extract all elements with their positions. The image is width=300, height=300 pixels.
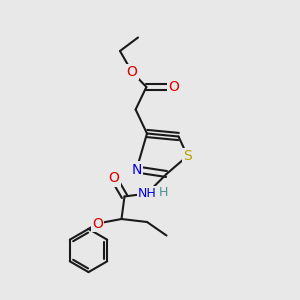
Text: S: S [183,149,192,163]
Text: H: H [159,186,168,199]
Text: NH: NH [138,187,156,200]
Text: O: O [127,65,137,79]
Text: O: O [92,217,103,230]
Text: N: N [131,163,142,176]
Text: O: O [169,80,179,94]
Text: O: O [109,172,119,185]
